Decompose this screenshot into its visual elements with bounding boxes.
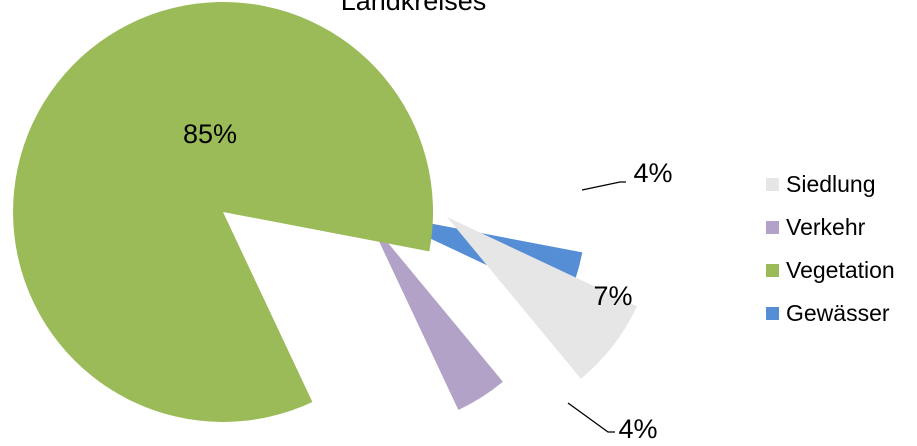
data-label-verkehr: 4% (618, 414, 657, 441)
legend-swatch-gewasser (766, 307, 779, 320)
legend-item-verkehr: Verkehr (766, 206, 895, 249)
legend-swatch-verkehr (766, 221, 779, 234)
pie-slice-siedlung (447, 217, 637, 379)
legend-label-verkehr: Verkehr (786, 214, 866, 240)
pie-slice-verkehr (369, 220, 503, 410)
legend-label-vegetation: Vegetation (786, 257, 895, 283)
legend-item-gewasser: Gewässer (766, 292, 895, 335)
legend-swatch-vegetation (766, 264, 779, 277)
legend-label-gewasser: Gewässer (786, 300, 890, 326)
data-label-siedlung: 7% (593, 281, 632, 311)
leader-line-verkehr (567, 402, 615, 433)
data-label-vegetation: 85% (183, 119, 237, 149)
chart-title: Landkreises (340, 0, 487, 16)
pie-slice-vegetation (13, 1, 434, 422)
legend: Siedlung Verkehr Vegetation Gewässer (766, 163, 895, 335)
legend-swatch-siedlung (766, 178, 779, 191)
data-label-gewasser: 4% (633, 158, 672, 188)
legend-label-siedlung: Siedlung (786, 171, 876, 197)
legend-item-siedlung: Siedlung (766, 163, 895, 206)
leader-line-gewasser (581, 181, 626, 191)
legend-item-vegetation: Vegetation (766, 249, 895, 292)
